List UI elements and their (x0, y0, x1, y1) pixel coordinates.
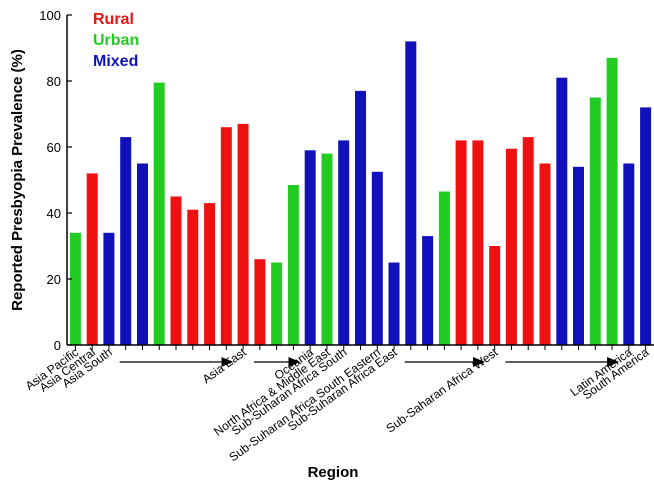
bar-mixed (371, 171, 383, 346)
bar-mixed (556, 77, 568, 345)
bar-urban (153, 82, 165, 345)
bar-mixed (304, 150, 316, 345)
bar-mixed (137, 163, 148, 345)
bar-mixed (573, 166, 584, 345)
bar-urban (589, 97, 601, 345)
bar-urban (271, 262, 283, 345)
bar-urban (287, 185, 299, 345)
bar-rural (237, 123, 249, 346)
bar-mixed (103, 232, 115, 345)
bar-rural (522, 137, 534, 345)
y-axis-label: Reported Presbyopia Prevalence (%) (9, 49, 26, 311)
y-tick-label: 0 (54, 338, 61, 353)
bar-urban (321, 153, 333, 345)
bar-rural (86, 173, 98, 345)
legend-entry-mixed: Mixed (93, 53, 138, 70)
bar-rural (220, 127, 232, 345)
bar-urban (438, 191, 450, 345)
legend-entry-rural: Rural (93, 11, 134, 28)
bar-mixed (120, 137, 132, 345)
bar-rural (170, 196, 182, 345)
bar-rural (254, 259, 266, 345)
legend-entry-urban: Urban (93, 32, 139, 49)
bar-mixed (422, 236, 434, 345)
bar-rural (204, 203, 216, 345)
bar-urban (606, 57, 618, 346)
y-tick-label: 20 (47, 272, 61, 287)
y-tick-label: 80 (47, 74, 61, 89)
bar-rural (539, 163, 551, 345)
bar-rural (187, 209, 199, 345)
bar-rural (505, 148, 517, 345)
bar-rural (455, 140, 467, 345)
bar-mixed (405, 41, 417, 346)
bar-rural (472, 140, 484, 345)
bar-urban (69, 232, 81, 345)
bar-rural (489, 246, 501, 345)
y-tick-label: 40 (47, 206, 61, 221)
y-tick-label: 100 (39, 8, 61, 23)
bar-mixed (623, 163, 635, 345)
region-label: Asia East (200, 345, 250, 387)
x-axis-label: Region (308, 464, 359, 481)
bar-mixed (640, 107, 652, 346)
bar-mixed (355, 90, 366, 346)
region-label: Sub-Saharan Africa West (383, 345, 501, 436)
bar-mixed (388, 262, 400, 345)
y-tick-label: 60 (47, 140, 61, 155)
bar-mixed (338, 140, 350, 345)
